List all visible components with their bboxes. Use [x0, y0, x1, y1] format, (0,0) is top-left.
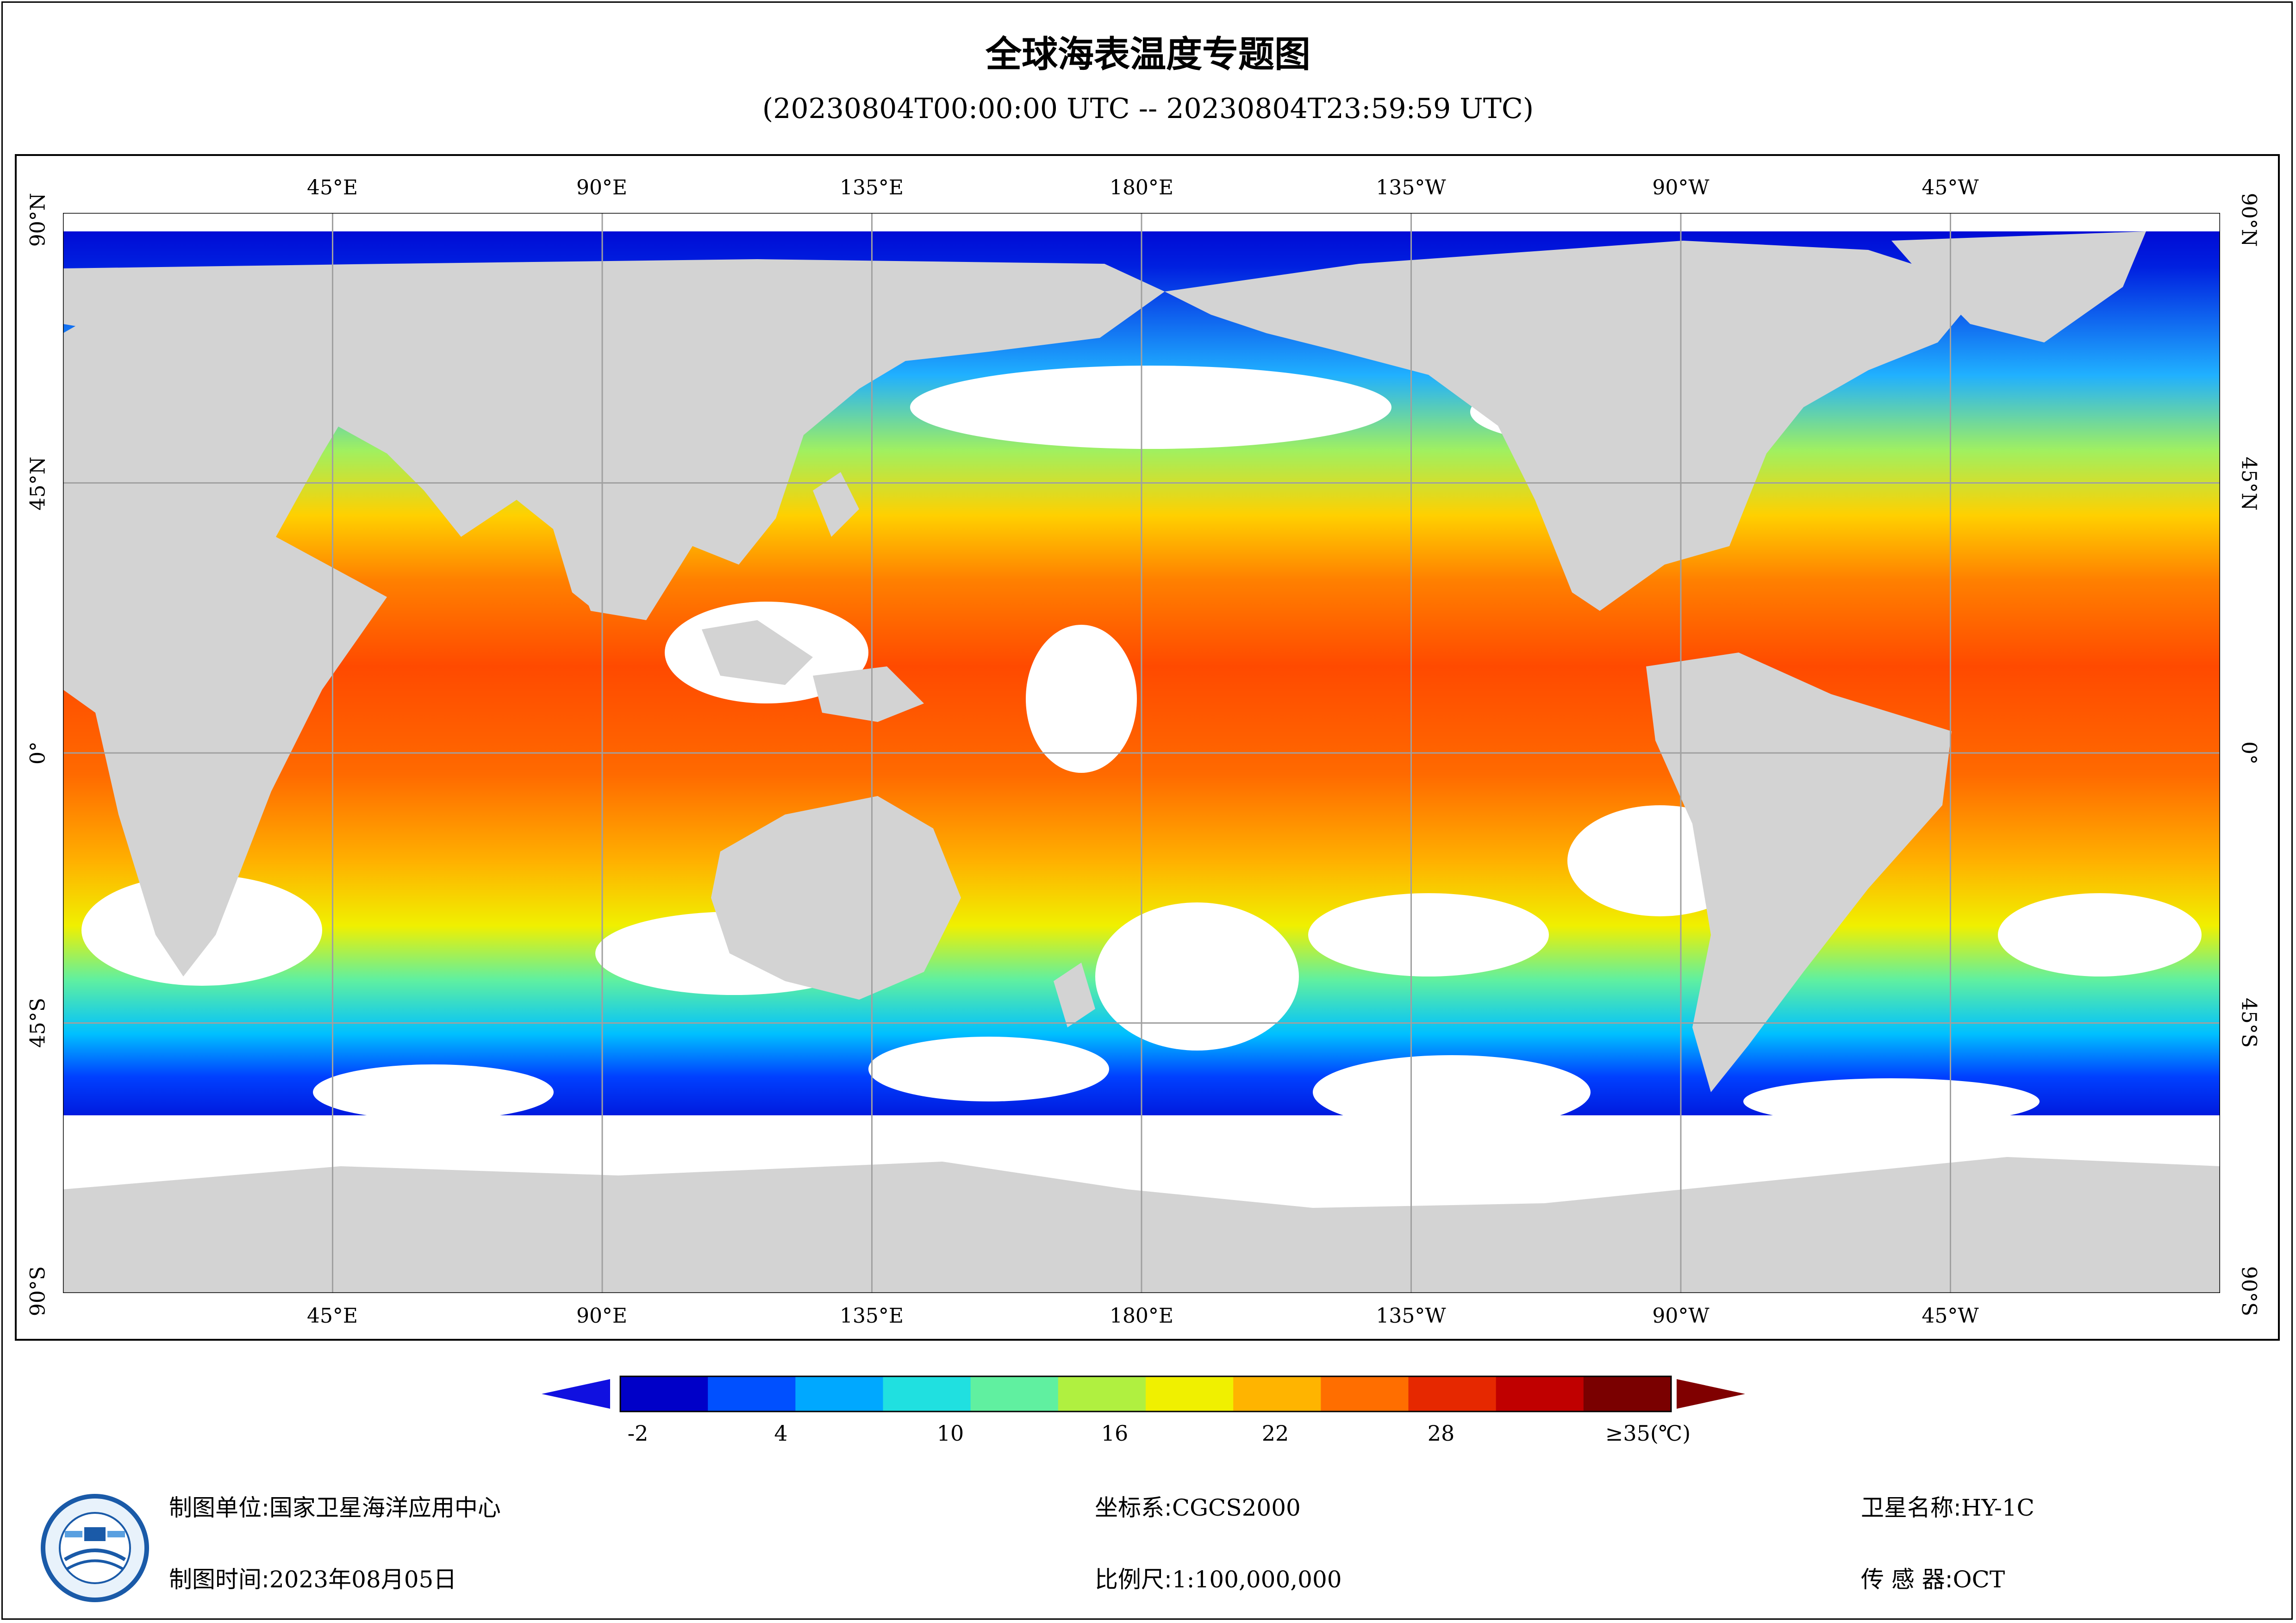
- legend-color-cell: [1146, 1376, 1234, 1412]
- sat-label: 卫星名称:: [1861, 1494, 1961, 1521]
- crs-label: 坐标系:: [1095, 1494, 1172, 1521]
- graticule: [63, 213, 2220, 1293]
- color-legend: [542, 1375, 1745, 1412]
- lon-tick-top: 45°E: [306, 176, 358, 199]
- sst-map: [63, 213, 2220, 1293]
- lon-tick-top: 90°E: [576, 176, 628, 199]
- lon-tick-bottom: 135°E: [839, 1304, 904, 1328]
- map-title: 全球海表温度专题图: [985, 34, 1310, 75]
- lat-tick-left: 0°: [26, 741, 50, 765]
- legend-label: 4: [774, 1421, 788, 1446]
- legend-label: 16: [1101, 1421, 1129, 1446]
- lat-tick-right: 90°S: [2237, 1266, 2261, 1317]
- legend-color-cell: [1058, 1376, 1146, 1412]
- time-value: 2023年08月05日: [269, 1566, 457, 1593]
- lon-tick-bottom: 45°W: [1922, 1304, 1979, 1328]
- unit-value: 国家卫星海洋应用中心: [269, 1494, 501, 1521]
- legend-color-bar: [619, 1375, 1672, 1412]
- legend-label: ≥35(℃): [1605, 1421, 1691, 1446]
- map-frame: [15, 154, 2280, 1341]
- legend-max-arrow: [1677, 1379, 1745, 1409]
- legend-color-cell: [1496, 1376, 1584, 1412]
- footer-satellite: 卫星名称:HY-1C: [1861, 1489, 2034, 1523]
- lon-tick-top: 135°E: [839, 176, 904, 199]
- nsoas-logo: [41, 1494, 149, 1602]
- sensor-label: 传 感 器:: [1861, 1566, 1953, 1593]
- legend-min-arrow: [542, 1379, 610, 1409]
- legend-label: -2: [627, 1421, 649, 1446]
- lat-tick-left: 90°N: [26, 193, 50, 247]
- lat-tick-right: 45°N: [2237, 456, 2261, 511]
- unit-label: 制图单位:: [169, 1494, 269, 1521]
- lat-tick-right: 90°N: [2237, 193, 2261, 247]
- legend-color-cell: [620, 1376, 709, 1412]
- legend-label: 28: [1427, 1421, 1455, 1446]
- lat-tick-right: 45°S: [2237, 997, 2261, 1048]
- footer-time: 制图时间:2023年08月05日: [169, 1561, 456, 1594]
- legend-label: 10: [936, 1421, 964, 1446]
- footer-crs: 坐标系:CGCS2000: [1095, 1489, 1301, 1523]
- lon-tick-bottom: 180°E: [1109, 1304, 1174, 1328]
- lon-tick-top: 90°W: [1652, 176, 1710, 199]
- lat-tick-left: 45°N: [26, 456, 50, 511]
- scale-value: 1:100,000,000: [1172, 1566, 1342, 1593]
- lat-tick-left: 90°S: [26, 1266, 50, 1317]
- lon-tick-top: 45°W: [1922, 176, 1979, 199]
- scale-label: 比例尺:: [1095, 1566, 1172, 1593]
- lon-tick-top: 180°E: [1109, 176, 1174, 199]
- sat-value: HY-1C: [1961, 1494, 2034, 1521]
- lon-tick-bottom: 90°E: [576, 1304, 628, 1328]
- lon-tick-bottom: 135°W: [1376, 1304, 1446, 1328]
- legend-label: 22: [1261, 1421, 1289, 1446]
- footer-unit: 制图单位:国家卫星海洋应用中心: [169, 1489, 501, 1523]
- legend-color-cell: [1321, 1376, 1409, 1412]
- legend-color-cell: [1408, 1376, 1497, 1412]
- legend-color-cell: [708, 1376, 796, 1412]
- footer-sensor: 传 感 器:OCT: [1861, 1561, 2005, 1594]
- map-subtitle: (20230804T00:00:00 UTC -- 20230804T23:59…: [762, 93, 1534, 125]
- legend-color-cell: [1583, 1376, 1672, 1412]
- time-label: 制图时间:: [169, 1566, 269, 1593]
- lon-tick-top: 135°W: [1376, 176, 1446, 199]
- legend-bar-outline: [619, 1375, 1672, 1412]
- lon-tick-bottom: 90°W: [1652, 1304, 1710, 1328]
- legend-color-cell: [970, 1376, 1059, 1412]
- legend-color-cell: [883, 1376, 971, 1412]
- sensor-value: OCT: [1953, 1566, 2005, 1593]
- lat-tick-right: 0°: [2237, 741, 2261, 765]
- legend-color-cell: [795, 1376, 884, 1412]
- footer-scale: 比例尺:1:100,000,000: [1095, 1561, 1342, 1594]
- lon-tick-bottom: 45°E: [306, 1304, 358, 1328]
- crs-value: CGCS2000: [1172, 1494, 1301, 1521]
- legend-color-cell: [1233, 1376, 1322, 1412]
- lat-tick-left: 45°S: [26, 997, 50, 1048]
